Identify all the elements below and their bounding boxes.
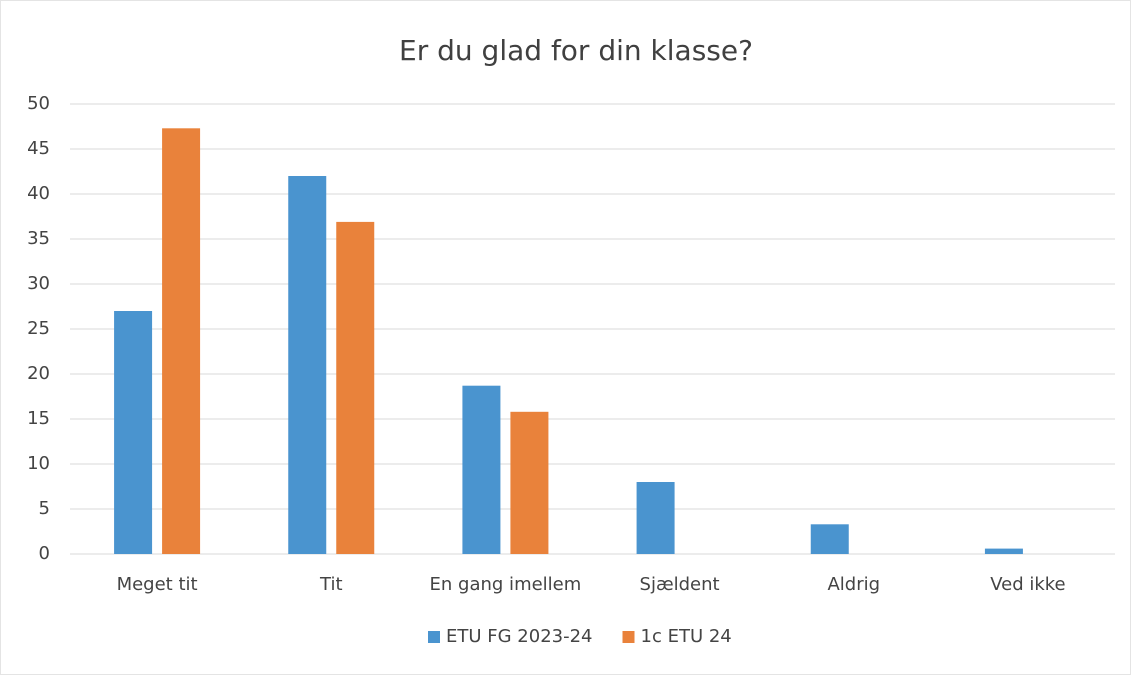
y-tick-label: 35 (27, 228, 50, 249)
bar (288, 176, 327, 554)
bar (636, 482, 675, 554)
y-tick-label: 50 (27, 93, 50, 114)
x-tick-label: Aldrig (827, 574, 880, 595)
legend-swatch (622, 631, 635, 643)
y-tick-label: 25 (27, 318, 50, 339)
chart-title: Er du glad for din klasse? (399, 34, 753, 67)
bar (984, 548, 1023, 554)
y-tick-label: 15 (27, 408, 50, 429)
legend-swatch (428, 631, 440, 643)
legend-label: 1c ETU 24 (641, 626, 732, 647)
y-tick-label: 20 (27, 363, 50, 384)
bar (462, 385, 501, 554)
x-tick-label: Meget tit (117, 574, 198, 595)
x-tick-label: Sjældent (640, 574, 720, 595)
bar (114, 311, 153, 554)
legend-label: ETU FG 2023-24 (446, 626, 593, 647)
x-tick-label: Ved ikke (990, 574, 1065, 595)
y-tick-label: 5 (39, 498, 50, 519)
bar (162, 128, 201, 555)
bar (336, 221, 375, 554)
y-tick-label: 40 (27, 183, 50, 204)
y-tick-label: 45 (27, 138, 50, 159)
bar (510, 411, 549, 554)
bar (810, 524, 849, 554)
y-tick-label: 0 (39, 543, 50, 564)
x-tick-label: Tit (319, 574, 343, 595)
y-tick-label: 10 (27, 453, 50, 474)
x-tick-label: En gang imellem (430, 574, 582, 595)
y-tick-label: 30 (27, 273, 50, 294)
